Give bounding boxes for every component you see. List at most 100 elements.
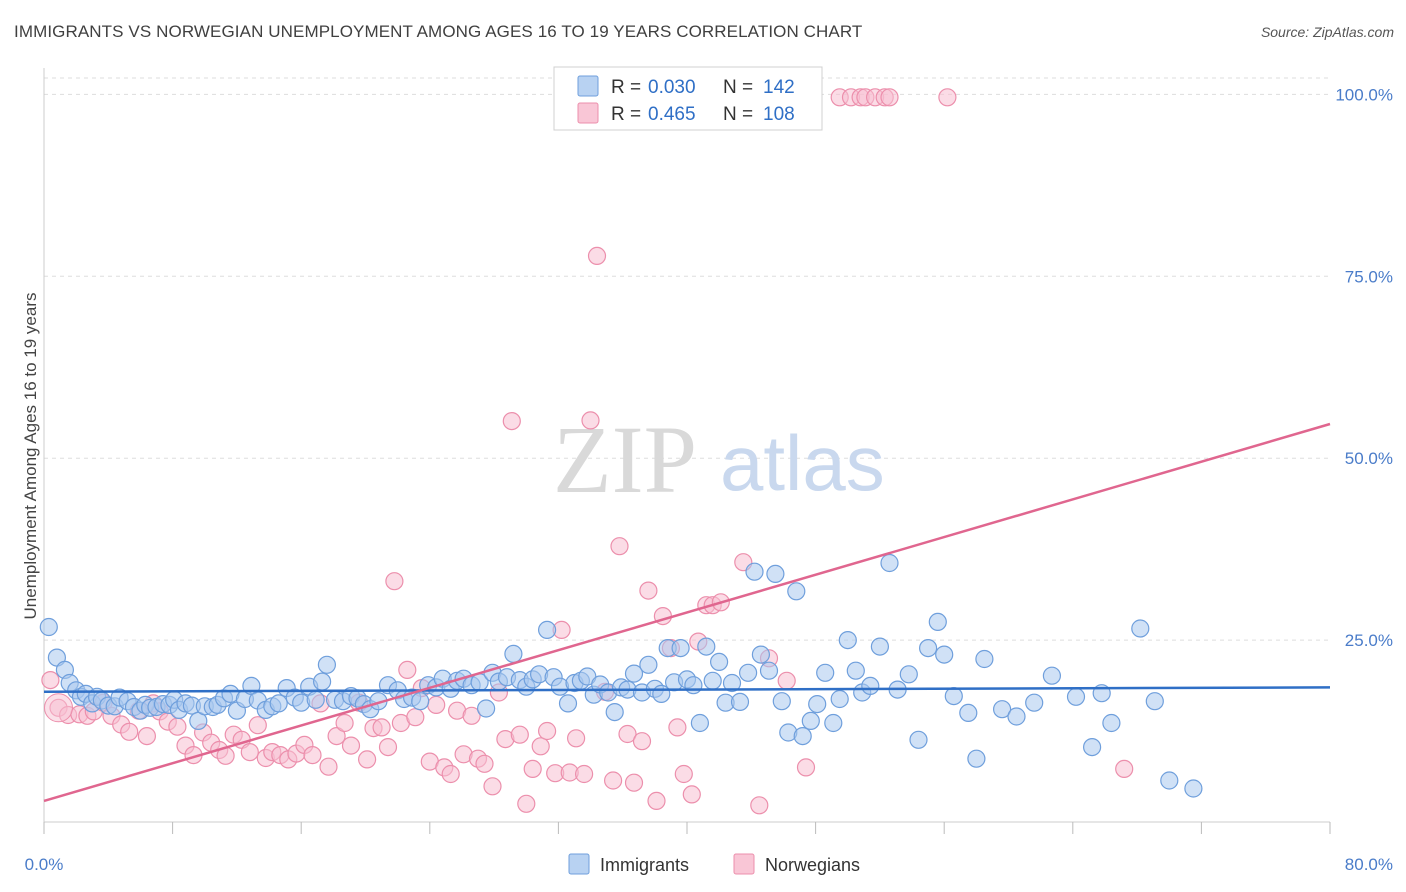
- immigrants-point-94: [671, 638, 690, 658]
- norwegians-point-41: [372, 718, 391, 737]
- immigrants-point-77: [558, 694, 578, 713]
- immigrants-point-56: [411, 692, 430, 711]
- norwegians-point-70: [574, 764, 594, 784]
- bottom-legend-norwegians: Norwegians: [765, 855, 860, 875]
- norwegians-point-49: [427, 695, 446, 715]
- immigrants-point-0: [39, 617, 58, 637]
- norwegians-point-46: [406, 708, 425, 727]
- immigrants-point-138: [1066, 687, 1086, 706]
- norwegians-point-71: [581, 411, 600, 430]
- immigrants-point-109: [772, 692, 791, 711]
- norwegians-point-9: [120, 722, 139, 741]
- norwegians-point-cluster: [44, 693, 73, 723]
- trend-lines: [43, 422, 1331, 803]
- immigrants-point-136: [1025, 693, 1044, 712]
- immigrants-point-44: [317, 655, 336, 674]
- norwegians-point-60: [502, 412, 521, 431]
- bottom-legend-swatch-norwegians: [733, 853, 755, 875]
- watermark-atlas: atlas: [720, 419, 885, 507]
- immigrants-point-107: [759, 661, 779, 680]
- norwegians-point-84: [674, 764, 693, 784]
- norwegians-point-72: [587, 246, 607, 265]
- immigrants-point-137: [1042, 666, 1062, 685]
- immigrants-point-69: [504, 644, 523, 664]
- immigrants-point-123: [880, 553, 899, 573]
- immigrants-trend-line: [43, 686, 1331, 694]
- immigrants-point-74: [537, 620, 557, 640]
- norwegians-point-62: [517, 794, 536, 813]
- watermark: ZIP atlas: [553, 406, 885, 513]
- norwegians-point-15: [168, 717, 187, 736]
- norwegians-point-78: [632, 732, 652, 751]
- norwegians-point-101: [880, 88, 899, 107]
- immigrants-point-115: [816, 663, 835, 682]
- norwegians-point-43: [385, 572, 404, 591]
- norwegians-point-74: [603, 771, 623, 790]
- source-label: Source: ZipAtlas.com: [1260, 24, 1394, 40]
- norwegians-point-65: [537, 721, 557, 741]
- grid: [44, 77, 1330, 641]
- norwegians-point-102: [938, 88, 957, 107]
- immigrants-point-100: [709, 652, 729, 672]
- immigrants-point-87: [624, 664, 644, 683]
- norwegians-point-37: [341, 736, 361, 755]
- norwegians-point-80: [647, 791, 666, 811]
- norwegians-point-61: [510, 725, 529, 744]
- immigrants-point-102: [722, 673, 742, 693]
- legend-n-label-1: N =: [723, 104, 753, 125]
- legend-r-value-1: 0.465: [648, 104, 696, 125]
- immigrants-point-116: [824, 713, 843, 733]
- norwegians-point-0: [41, 670, 60, 690]
- norwegians-point-63: [523, 759, 542, 779]
- immigrants-point-127: [918, 638, 938, 658]
- y-tick-label-3: 100.0%: [1335, 85, 1393, 104]
- immigrants-point-114: [808, 694, 827, 714]
- immigrants-point-43: [313, 672, 332, 691]
- watermark-zip: ZIP: [553, 406, 697, 513]
- norwegians-point-42: [378, 737, 398, 757]
- immigrants-point-98: [697, 637, 716, 656]
- immigrants-point-134: [992, 700, 1012, 719]
- immigrants-point-105: [745, 562, 764, 581]
- immigrants-point-131: [959, 703, 978, 723]
- immigrants-point-106: [751, 645, 771, 664]
- immigrants-point-96: [684, 676, 703, 695]
- y-axis-label: Unemployment Among Ages 16 to 19 years: [21, 293, 40, 620]
- norwegians-point-75: [610, 537, 629, 556]
- legend-r-label-0: R =: [611, 77, 641, 98]
- immigrants-point-103: [730, 692, 750, 712]
- norwegians-point-24: [240, 742, 259, 762]
- norwegians-point-91: [750, 796, 769, 815]
- immigrants-point-143: [1145, 692, 1164, 711]
- immigrants-point-37: [269, 694, 288, 713]
- legend-r-value-0: 0.030: [648, 77, 696, 98]
- y-tick-label-2: 75.0%: [1345, 267, 1393, 286]
- norwegians-points: [41, 88, 1134, 815]
- immigrants-point-135: [1007, 707, 1026, 726]
- chart-title: IMMIGRANTS VS NORWEGIAN UNEMPLOYMENT AMO…: [14, 22, 863, 41]
- norwegians-point-93: [777, 671, 796, 690]
- norwegians-trend-line: [43, 422, 1331, 803]
- legend-n-value-1: 108: [763, 104, 795, 125]
- immigrants-point-126: [909, 730, 928, 749]
- norwegians-point-35: [327, 726, 346, 746]
- y-tick-labels: 25.0% 50.0% 75.0% 100.0%: [1335, 85, 1393, 650]
- legend: R = 0.030 N = 142 R = 0.465 N = 108: [553, 66, 823, 131]
- immigrants-point-129: [935, 645, 954, 664]
- bottom-legend: Immigrants Norwegians: [568, 853, 860, 875]
- immigrants-point-111: [787, 582, 806, 601]
- norwegians-point-103: [1115, 759, 1134, 779]
- norwegians-point-79: [639, 581, 658, 600]
- immigrants-point-42: [306, 690, 325, 709]
- bottom-legend-swatch-immigrants: [568, 853, 590, 875]
- immigrants-point-117: [830, 689, 849, 709]
- immigrants-point-113: [801, 711, 820, 731]
- immigrants-point-112: [793, 726, 812, 746]
- norwegians-point-25: [248, 716, 267, 735]
- immigrants-point-122: [870, 637, 890, 656]
- norwegians-point-34: [319, 757, 338, 776]
- norwegians-point-36: [335, 713, 354, 733]
- legend-swatch-norwegians: [577, 102, 599, 124]
- norwegians-point-57: [483, 777, 502, 796]
- x-tick-label-0: 0.0%: [25, 855, 64, 874]
